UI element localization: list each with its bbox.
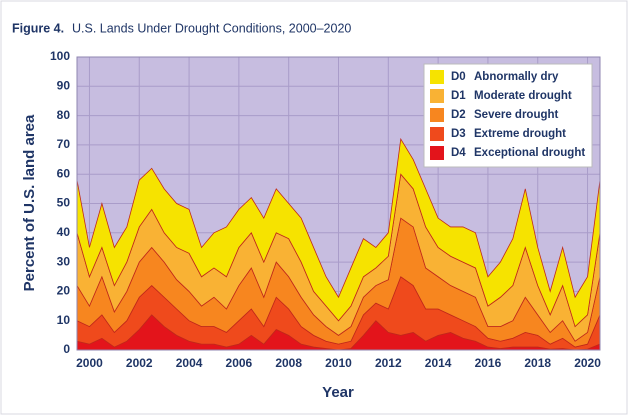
x-axis-label: Year <box>322 384 354 401</box>
chart-title: U.S. Lands Under Drought Conditions, 200… <box>72 21 351 35</box>
x-tick-label: 2000 <box>76 356 103 370</box>
x-tick-label: 2010 <box>325 356 352 370</box>
legend-label: Extreme drought <box>474 128 566 140</box>
legend-swatch <box>430 108 444 122</box>
y-tick-label: 30 <box>57 254 71 268</box>
y-tick-label: 40 <box>57 225 71 239</box>
y-tick-label: 60 <box>57 166 71 180</box>
x-tick-label: 2018 <box>524 356 551 370</box>
legend-swatch <box>430 89 444 103</box>
x-tick-label: 2016 <box>475 356 502 370</box>
x-tick-label: 2002 <box>126 356 153 370</box>
x-tick-label: 2020 <box>574 356 601 370</box>
y-tick-label: 20 <box>57 284 71 298</box>
legend-label: Abnormally dry <box>474 71 559 83</box>
y-tick-label: 70 <box>57 137 71 151</box>
x-tick-label: 2006 <box>226 356 253 370</box>
y-tick-label: 80 <box>57 108 71 122</box>
x-tick-label: 2008 <box>275 356 302 370</box>
y-tick-label: 90 <box>57 78 71 92</box>
legend-swatch <box>430 146 444 160</box>
legend-label: Exceptional drought <box>474 147 585 159</box>
legend-swatch <box>430 70 444 84</box>
y-tick-label: 0 <box>63 342 70 356</box>
figure-label: Figure 4. <box>12 21 64 35</box>
legend-code: D3 <box>451 128 466 140</box>
y-tick-label: 10 <box>57 313 71 327</box>
legend-label: Moderate drought <box>474 90 572 102</box>
x-tick-label: 2012 <box>375 356 402 370</box>
x-tick-label: 2004 <box>176 356 203 370</box>
legend-box <box>423 63 593 168</box>
y-tick-label: 100 <box>50 49 70 63</box>
y-axis-label: Percent of U.S. land area <box>21 114 38 291</box>
legend-code: D0 <box>451 71 466 83</box>
legend-label: Severe drought <box>474 109 559 121</box>
legend-code: D1 <box>451 90 466 102</box>
x-tick-label: 2014 <box>425 356 452 370</box>
legend-code: D2 <box>451 109 466 121</box>
plot-border <box>76 56 601 351</box>
y-tick-label: 50 <box>57 196 71 210</box>
legend-code: D4 <box>451 147 466 159</box>
legend-swatch <box>430 127 444 141</box>
